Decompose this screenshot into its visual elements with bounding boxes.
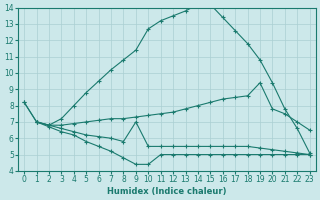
X-axis label: Humidex (Indice chaleur): Humidex (Indice chaleur) <box>107 187 227 196</box>
